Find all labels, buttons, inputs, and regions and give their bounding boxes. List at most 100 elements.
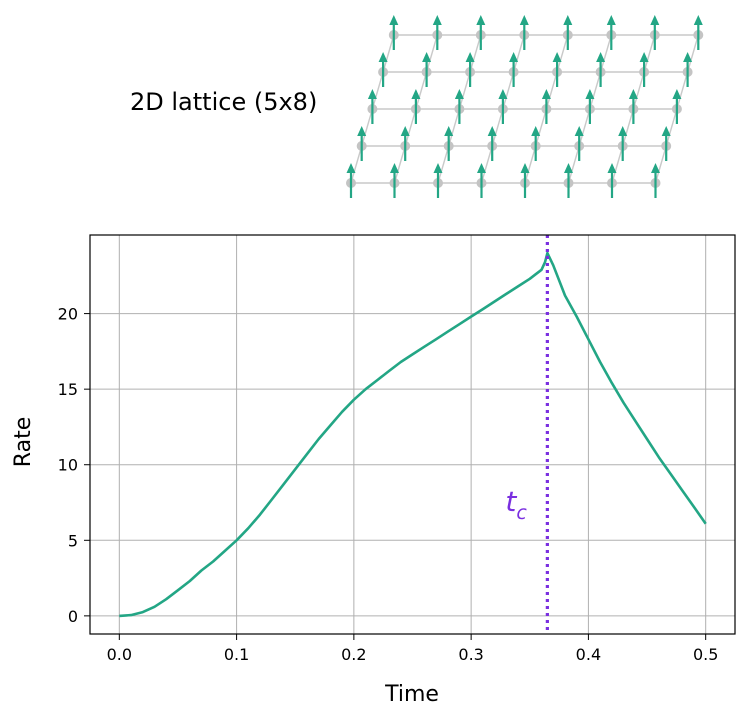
spin-up-arrow bbox=[509, 52, 519, 87]
spin-up-arrow bbox=[693, 15, 703, 50]
y-tick-label: 10 bbox=[58, 456, 78, 475]
spin-up-arrow bbox=[477, 163, 486, 198]
spin-up-arrow bbox=[607, 163, 617, 198]
lattice-bond bbox=[382, 34, 395, 73]
plot-frame bbox=[89, 234, 736, 635]
lattice-inset: 2D lattice (5x8) bbox=[130, 15, 704, 198]
x-tick-label: 0.0 bbox=[107, 645, 132, 664]
lattice-bond bbox=[643, 34, 656, 73]
spin-up-arrow bbox=[639, 52, 649, 87]
spin-up-arrow bbox=[618, 126, 628, 161]
critical-time-label: tc bbox=[505, 485, 527, 524]
spin-up-arrow bbox=[683, 52, 693, 87]
lattice-spins bbox=[346, 15, 703, 198]
spin-up-arrow bbox=[411, 89, 421, 124]
critical-time-label-sub: c bbox=[516, 502, 527, 524]
spin-up-arrow bbox=[400, 126, 410, 161]
lattice-bond bbox=[469, 34, 482, 73]
spin-up-arrow bbox=[585, 89, 595, 124]
spin-up-arrow bbox=[541, 89, 551, 124]
lattice-bond bbox=[567, 145, 580, 184]
lattice-bond bbox=[502, 71, 515, 110]
x-axis-label: Time bbox=[384, 682, 439, 707]
y-tick-label: 15 bbox=[58, 380, 78, 399]
y-tick-label: 20 bbox=[58, 305, 78, 324]
spin-up-arrow bbox=[650, 15, 660, 50]
lattice-bond bbox=[404, 108, 417, 147]
spin-up-arrow bbox=[498, 89, 508, 124]
spin-up-arrow bbox=[596, 52, 606, 87]
spin-up-arrow bbox=[444, 126, 454, 161]
spin-up-arrow bbox=[390, 163, 399, 198]
x-tick-label: 0.2 bbox=[341, 645, 366, 664]
lattice-bond bbox=[393, 145, 406, 184]
lattice-sites bbox=[346, 30, 704, 188]
spin-up-arrow bbox=[357, 126, 367, 161]
rate-chart: 0.0 0.1 0.2 0.3 0.4 0.5 0 5 10 15 20 tc Time Rate bbox=[11, 234, 736, 707]
rate-series-line bbox=[119, 251, 707, 618]
spin-up-arrow bbox=[661, 126, 671, 161]
spin-up-arrow bbox=[672, 89, 682, 124]
lattice-bond bbox=[611, 145, 624, 184]
lattice-bond bbox=[599, 34, 612, 73]
x-axis-ticks: 0.0 0.1 0.2 0.3 0.4 0.5 bbox=[107, 634, 718, 664]
spin-up-arrow bbox=[378, 52, 388, 87]
x-tick-label: 0.1 bbox=[224, 645, 249, 664]
spin-up-arrow bbox=[422, 52, 432, 87]
spin-up-arrow bbox=[519, 15, 529, 50]
lattice-bond bbox=[665, 108, 678, 147]
spin-up-arrow bbox=[465, 52, 475, 87]
lattice-bond bbox=[545, 71, 558, 110]
lattice-bond bbox=[415, 71, 428, 110]
spin-up-arrow bbox=[389, 15, 399, 50]
y-tick-label: 5 bbox=[68, 531, 78, 550]
spin-up-arrow bbox=[651, 163, 660, 198]
spin-up-arrow bbox=[454, 89, 464, 124]
y-axis-label: Rate bbox=[11, 417, 36, 467]
spin-up-arrow bbox=[574, 126, 584, 161]
lattice-bond bbox=[350, 145, 363, 184]
lattice-bond bbox=[361, 108, 374, 147]
lattice-bond bbox=[535, 108, 548, 147]
lattice-bond bbox=[622, 108, 635, 147]
lattice-bond bbox=[578, 108, 591, 147]
spin-up-arrow bbox=[433, 163, 443, 198]
spin-up-arrow bbox=[628, 89, 638, 124]
lattice-bond bbox=[425, 34, 438, 73]
lattice-bond bbox=[437, 145, 450, 184]
inset-title: 2D lattice (5x8) bbox=[130, 88, 317, 116]
spin-up-arrow bbox=[476, 15, 486, 50]
lattice-bonds bbox=[350, 34, 699, 184]
spin-up-arrow bbox=[564, 163, 573, 198]
y-tick-label: 0 bbox=[68, 607, 78, 626]
lattice-bond bbox=[632, 71, 645, 110]
lattice-bond bbox=[371, 71, 384, 110]
spin-up-arrow bbox=[520, 163, 530, 198]
spin-up-arrow bbox=[367, 89, 377, 124]
spin-up-arrow bbox=[563, 15, 573, 50]
spin-up-arrow bbox=[606, 15, 616, 50]
critical-time-label-main: t bbox=[505, 485, 517, 518]
x-tick-label: 0.3 bbox=[458, 645, 483, 664]
lattice-bond bbox=[458, 71, 471, 110]
spin-up-arrow bbox=[432, 15, 442, 50]
lattice-bond bbox=[491, 108, 504, 147]
lattice-bond bbox=[480, 145, 493, 184]
chart-grid bbox=[90, 235, 735, 634]
lattice-bond bbox=[654, 145, 667, 184]
spin-up-arrow bbox=[346, 163, 356, 198]
lattice-bond bbox=[686, 34, 699, 73]
x-tick-label: 0.4 bbox=[576, 645, 601, 664]
spin-up-arrow bbox=[531, 126, 541, 161]
lattice-bond bbox=[589, 71, 602, 110]
spin-up-arrow bbox=[552, 52, 562, 87]
spin-up-arrow bbox=[487, 126, 497, 161]
y-axis-ticks: 0 5 10 15 20 bbox=[58, 305, 90, 626]
lattice-bond bbox=[556, 34, 569, 73]
lattice-bond bbox=[524, 145, 537, 184]
lattice-bond bbox=[512, 34, 525, 73]
lattice-bond bbox=[676, 71, 689, 110]
x-tick-label: 0.5 bbox=[693, 645, 718, 664]
lattice-bond bbox=[448, 108, 461, 147]
